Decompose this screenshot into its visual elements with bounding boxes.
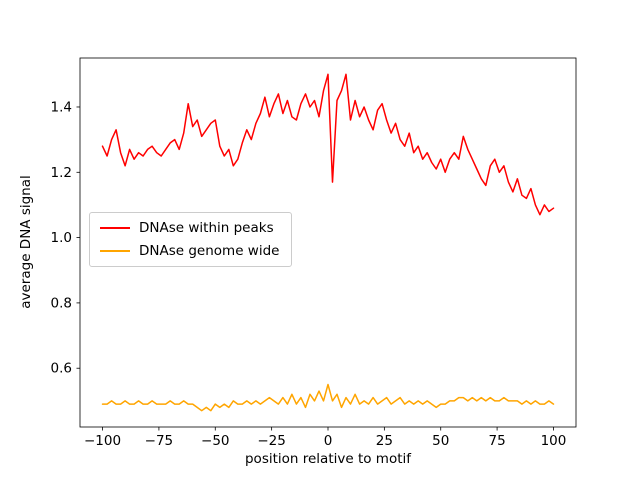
series-line-0 — [101, 73, 555, 216]
y-tick-label: 1.4 — [51, 99, 72, 115]
x-tick-label: 75 — [488, 433, 505, 449]
legend: DNAse within peaks DNAse genome wide — [89, 212, 293, 267]
x-tick-label: −100 — [84, 433, 121, 449]
x-tick-label: 100 — [541, 433, 567, 449]
legend-entry: DNAse genome wide — [100, 243, 279, 259]
y-tick-label: 0.8 — [51, 295, 72, 311]
x-tick-label: −75 — [145, 433, 174, 449]
x-axis-label: position relative to motif — [244, 451, 412, 467]
legend-line-dnase-within-peaks — [100, 227, 130, 229]
x-tick-label: 50 — [432, 433, 449, 449]
x-tick-label: −25 — [257, 433, 286, 449]
y-tick-label: 1.0 — [51, 230, 72, 246]
series-line-1 — [101, 383, 555, 412]
y-tick-label: 1.2 — [51, 165, 72, 181]
x-tick-label: −50 — [201, 433, 230, 449]
legend-entry: DNAse within peaks — [100, 220, 279, 236]
legend-line-dnase-genome-wide — [100, 250, 130, 252]
x-tick-label: 0 — [324, 433, 333, 449]
y-tick-label: 0.6 — [51, 361, 72, 377]
y-axis-label: average DNA signal — [18, 175, 34, 309]
x-tick-label: 25 — [376, 433, 393, 449]
legend-label: DNAse within peaks — [139, 220, 274, 236]
legend-label: DNAse genome wide — [139, 243, 280, 259]
